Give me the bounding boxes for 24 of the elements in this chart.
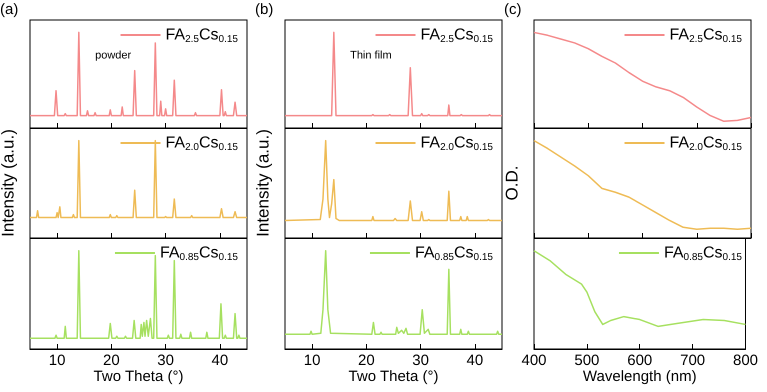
x-tick-label: 600 [627,352,652,369]
x-tick-label: 30 [412,352,429,369]
text: (a) [0,1,18,18]
x-tick-label: 10 [48,352,66,369]
text: (b) [255,1,274,18]
y-axis-title: O.D. [502,166,522,200]
y-axis-title: Intensity (a.u.) [0,129,18,237]
x-tick-label: 800 [732,352,758,369]
x-tick-label: 20 [103,352,120,369]
x-axis-title: Wavelength (nm) [582,368,697,385]
x-tick-label: 10 [304,352,320,369]
x-axis-title: Two Theta (°) [94,368,184,385]
y-axis-title: Intensity (a.u.) [254,129,272,237]
x-tick-label: 500 [574,352,600,369]
annotation: powder [95,50,132,62]
x-tick-label: 40 [212,352,228,369]
x-tick-label: 700 [680,352,706,369]
x-tick-label: 40 [466,352,484,369]
text: (c) [504,1,522,18]
x-tick-label: 30 [157,352,174,369]
x-tick-label: 400 [521,352,547,369]
x-axis-title: Two Theta (°) [348,368,438,385]
annotation: Thin film [350,50,392,62]
x-tick-label: 20 [358,352,375,369]
